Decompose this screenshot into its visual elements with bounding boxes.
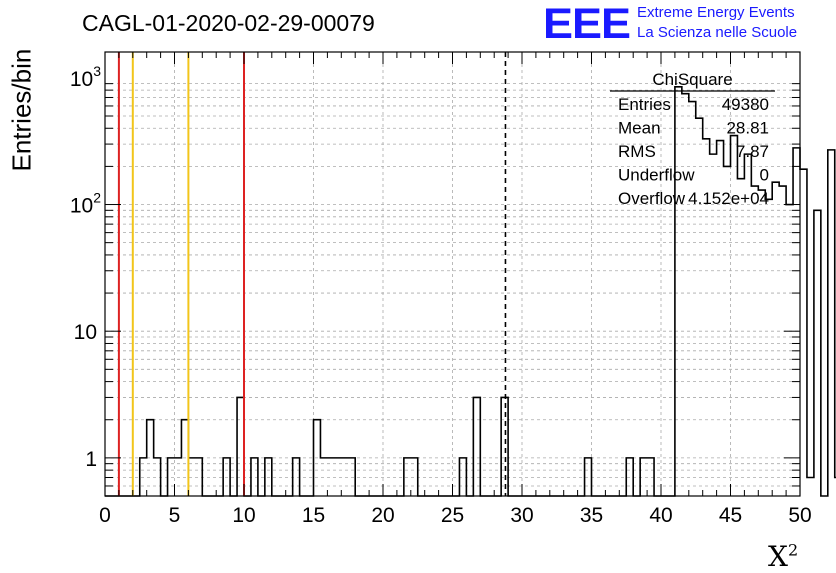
x-axis-label-base: X xyxy=(768,540,788,573)
stats-label: Mean xyxy=(618,119,661,138)
x-tick-label: 40 xyxy=(649,504,672,527)
x-tick-label: 20 xyxy=(371,504,394,527)
x-tick-label: 35 xyxy=(580,504,603,527)
axis-ticks xyxy=(104,52,801,496)
histogram-layer xyxy=(105,85,836,497)
stats-label: Overflow xyxy=(618,189,686,208)
y-tick-labels: 1 10 102 103 xyxy=(70,63,101,471)
run-title: CAGL-01-2020-02-29-00079 xyxy=(82,10,375,36)
stats-value: 28.81 xyxy=(726,119,769,138)
stats-box: ChiSquare Entries 49380 Mean 28.81 RMS 7.87 Und… xyxy=(610,70,775,208)
x-axis-label: X2 xyxy=(768,540,798,573)
eee-logo: EEE xyxy=(543,0,631,48)
x-tick-label: 30 xyxy=(510,504,533,527)
y-tick-label: 103 xyxy=(70,63,101,91)
x-tick-label: 50 xyxy=(788,504,811,527)
stats-value: 0 xyxy=(760,166,769,185)
x-tick-label: 0 xyxy=(99,504,111,527)
x-axis-label-sup: 2 xyxy=(787,540,799,560)
stats-label: Underflow xyxy=(618,166,695,185)
stats-label: Entries xyxy=(618,95,671,114)
reference-lines xyxy=(117,52,507,496)
stats-value: 7.87 xyxy=(736,142,769,161)
histogram-bars xyxy=(105,85,836,497)
x-tick-labels: 0 5 10 15 20 25 30 35 40 45 50 xyxy=(99,504,812,527)
stats-label: RMS xyxy=(618,142,656,161)
stats-title: ChiSquare xyxy=(652,70,732,89)
y-tick-label: 10 xyxy=(74,321,97,344)
y-tick-label: 102 xyxy=(70,190,101,218)
x-tick-label: 15 xyxy=(302,504,325,527)
logo-line-2: La Scienza nelle Scuole xyxy=(637,24,798,41)
stats-value: 4.152e+04 xyxy=(688,189,769,208)
y-tick-label: 1 xyxy=(85,448,97,471)
x-tick-label: 5 xyxy=(169,504,181,527)
grid-lines xyxy=(105,52,800,496)
x-tick-label: 45 xyxy=(719,504,742,527)
y-axis-label: Entries/bin xyxy=(6,48,37,172)
x-tick-label: 10 xyxy=(232,504,255,527)
logo-line-1: Extreme Energy Events xyxy=(637,4,795,21)
stats-value: 49380 xyxy=(722,95,769,114)
x-tick-label: 25 xyxy=(441,504,464,527)
